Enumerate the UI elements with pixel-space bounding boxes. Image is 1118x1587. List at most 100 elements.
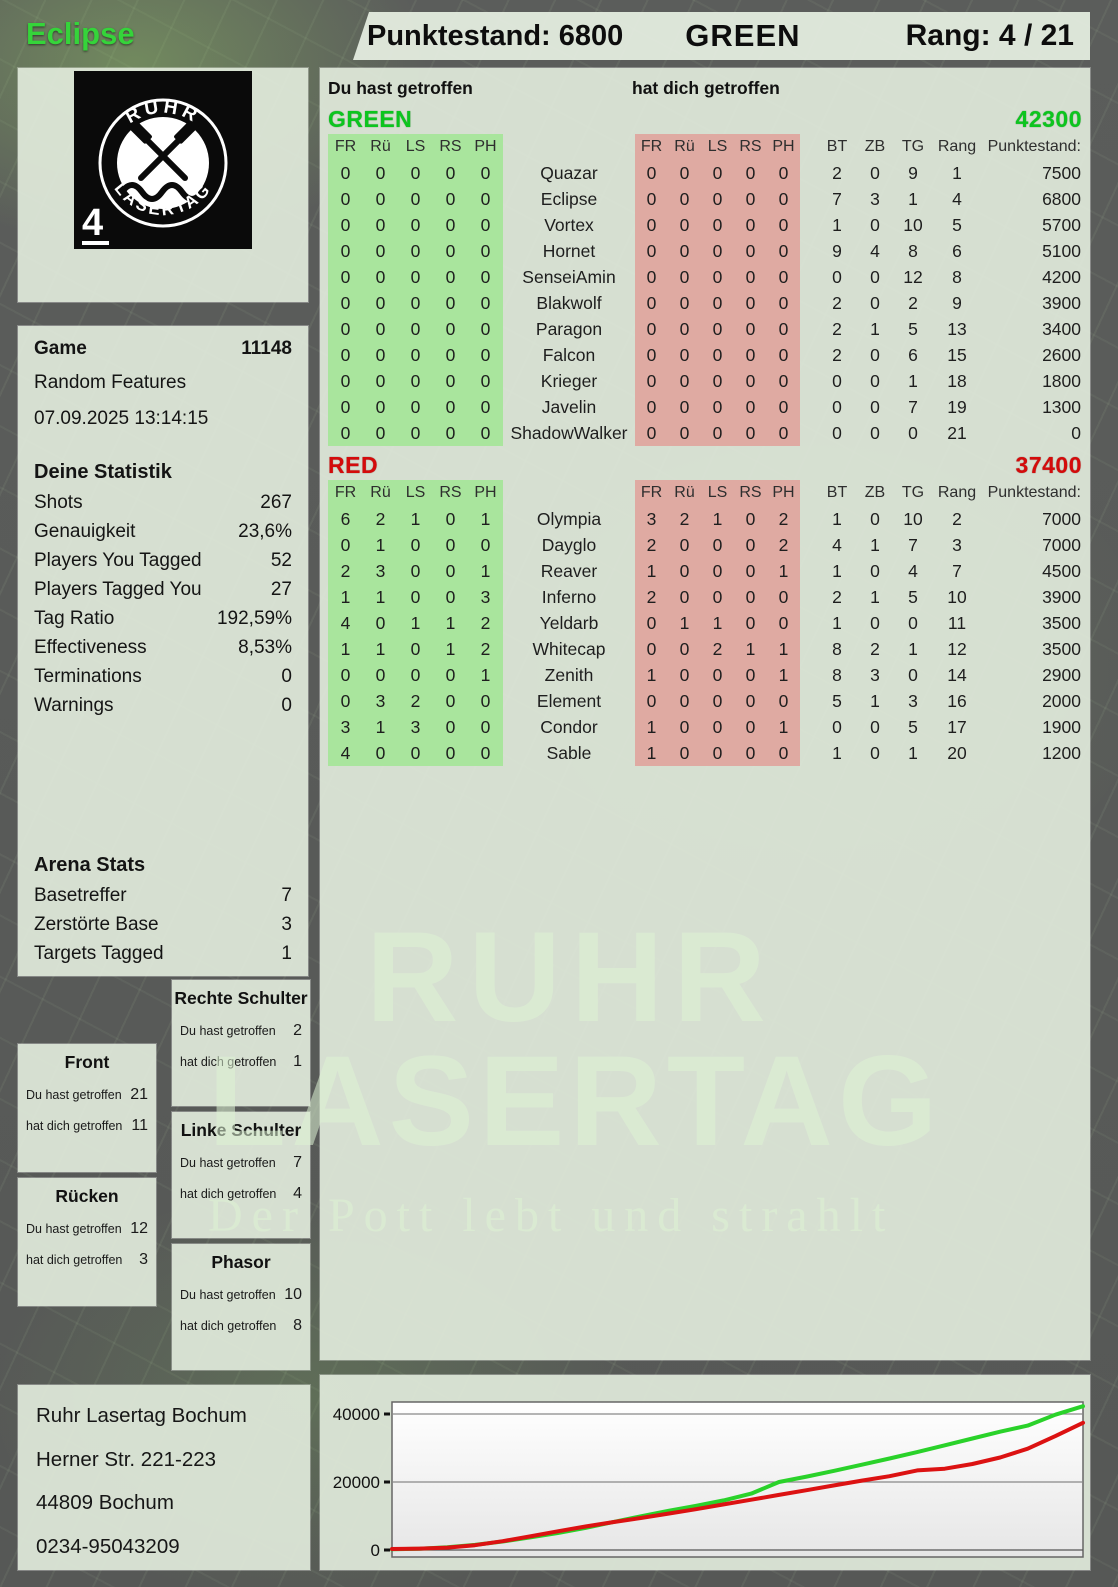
stats-section-title: Deine Statistik	[34, 461, 172, 483]
cell: 1200	[1042, 742, 1081, 763]
cell: 0	[679, 318, 690, 339]
cell: 1	[745, 638, 756, 659]
cell: 10	[903, 508, 923, 529]
cell: 0	[870, 344, 880, 365]
game-mode: Random Features	[34, 372, 187, 393]
cell: 2	[340, 560, 351, 581]
table-row: 6 2 1 0 1 Olympia 3 2 1 0 2 1 0 10 2 7000	[328, 506, 1082, 532]
cell: 7000	[1042, 508, 1081, 529]
rank-label: Rang: 4 / 21	[905, 19, 1074, 52]
cell: 0	[679, 292, 690, 313]
player-name: Eclipse	[540, 188, 598, 209]
game-number: 11148	[241, 338, 292, 359]
cell: 14	[947, 664, 967, 685]
cell: 2	[646, 586, 657, 607]
cell: 10	[947, 586, 967, 607]
cell: 0	[340, 240, 351, 261]
cell: 0	[745, 188, 756, 209]
line-chart: 0 20000 40000	[333, 1401, 1085, 1560]
cell: 1	[480, 508, 491, 529]
cell: 0	[712, 586, 723, 607]
cell: 0	[870, 560, 880, 581]
cell: 0	[745, 396, 756, 417]
cell: 0	[480, 188, 491, 209]
cell: TG	[901, 138, 925, 155]
cell: 0	[778, 188, 789, 209]
game-datetime: 07.09.2025 13:14:15	[34, 408, 209, 429]
cell: 21	[947, 422, 967, 443]
cell: 17	[947, 716, 967, 737]
cell: 5	[832, 690, 842, 711]
score-label: Punktestand: 6800	[367, 19, 624, 52]
cell: 0	[480, 344, 491, 365]
cell: 0	[646, 612, 657, 633]
cell: 1	[778, 664, 789, 685]
table-row: 3 1 3 0 0 Condor 1 0 0 0 1 0 0 5 17 1900	[328, 714, 1082, 740]
cell: 0	[745, 534, 756, 555]
cell: 0	[445, 586, 456, 607]
table-row: 0 0 0 0 0 Falcon 0 0 0 0 0 2 0 6 15 2600	[328, 342, 1082, 368]
venue-street: Herner Str. 221-223	[36, 1447, 217, 1471]
cell: 1	[375, 586, 386, 607]
cell: 6	[908, 344, 918, 365]
cell: 0	[410, 638, 421, 659]
cell: 0	[778, 214, 789, 235]
cell: 0	[778, 370, 789, 391]
cell: 3400	[1042, 318, 1081, 339]
cell: 0	[445, 422, 456, 443]
cell: 0	[340, 664, 351, 685]
table-row: 0 3 2 0 0 Element 0 0 0 0 0 5 1 3 16 2000	[328, 688, 1082, 714]
cell: 0	[712, 318, 723, 339]
cell: 1	[832, 612, 842, 633]
cell: 15	[947, 344, 967, 365]
cell: 6	[952, 240, 962, 261]
cell: 0	[340, 214, 351, 235]
cell: 0	[870, 612, 880, 633]
table-row: 0 0 0 0 0 Krieger 0 0 0 0 0 0 0 1 18 1800	[328, 368, 1082, 394]
cell: 0	[410, 422, 421, 443]
player-name: Element	[536, 690, 602, 711]
stat-row: Terminations 0	[34, 666, 292, 687]
cell: 1	[778, 716, 789, 737]
cell: 9	[952, 292, 962, 313]
cell: 0	[679, 370, 690, 391]
cell: 0	[745, 664, 756, 685]
cell: 0	[712, 742, 723, 763]
arena-row: Targets Tagged 1	[34, 943, 292, 964]
cell: LS	[707, 138, 728, 155]
cell: 0	[778, 612, 789, 633]
table-row: 0 0 0 0 0 Javelin 0 0 0 0 0 0 0 7 19 1300	[328, 394, 1082, 420]
cell: 0	[646, 370, 657, 391]
cell: 0	[410, 188, 421, 209]
cell: 4	[870, 240, 880, 261]
cell: 0	[480, 690, 491, 711]
cell: 0	[745, 742, 756, 763]
cell: 0	[832, 716, 842, 737]
cell: 3	[480, 586, 491, 607]
stat-row: Effectiveness 8,53%	[34, 637, 292, 658]
cell: 0	[410, 292, 421, 313]
table-row: 1 1 0 0 3 Inferno 2 0 0 0 0 2 1 5 10 3900	[328, 584, 1082, 610]
cell: 0	[778, 162, 789, 183]
cell: 1	[679, 612, 690, 633]
player-name: SenseiAmin	[522, 266, 616, 287]
cell: 0	[745, 690, 756, 711]
cell: 1	[375, 534, 386, 555]
cell: 7	[908, 534, 918, 555]
cell: 0	[480, 292, 491, 313]
cell: 0	[778, 318, 789, 339]
cell: 2	[832, 162, 842, 183]
cell: 0	[340, 188, 351, 209]
cell: 0	[679, 638, 690, 659]
cell: 0	[745, 318, 756, 339]
cell: 4500	[1042, 560, 1081, 581]
cell: 8	[908, 240, 918, 261]
team-score-green: 42300	[1015, 105, 1082, 132]
cell: 0	[646, 344, 657, 365]
cell: 16	[947, 690, 967, 711]
cell: 0	[679, 664, 690, 685]
cell: 0	[445, 370, 456, 391]
cell: 0	[679, 240, 690, 261]
cell: 0	[445, 344, 456, 365]
hitbox-back: Rücken Du hast getroffen 12 hat dich getr…	[18, 1178, 156, 1306]
